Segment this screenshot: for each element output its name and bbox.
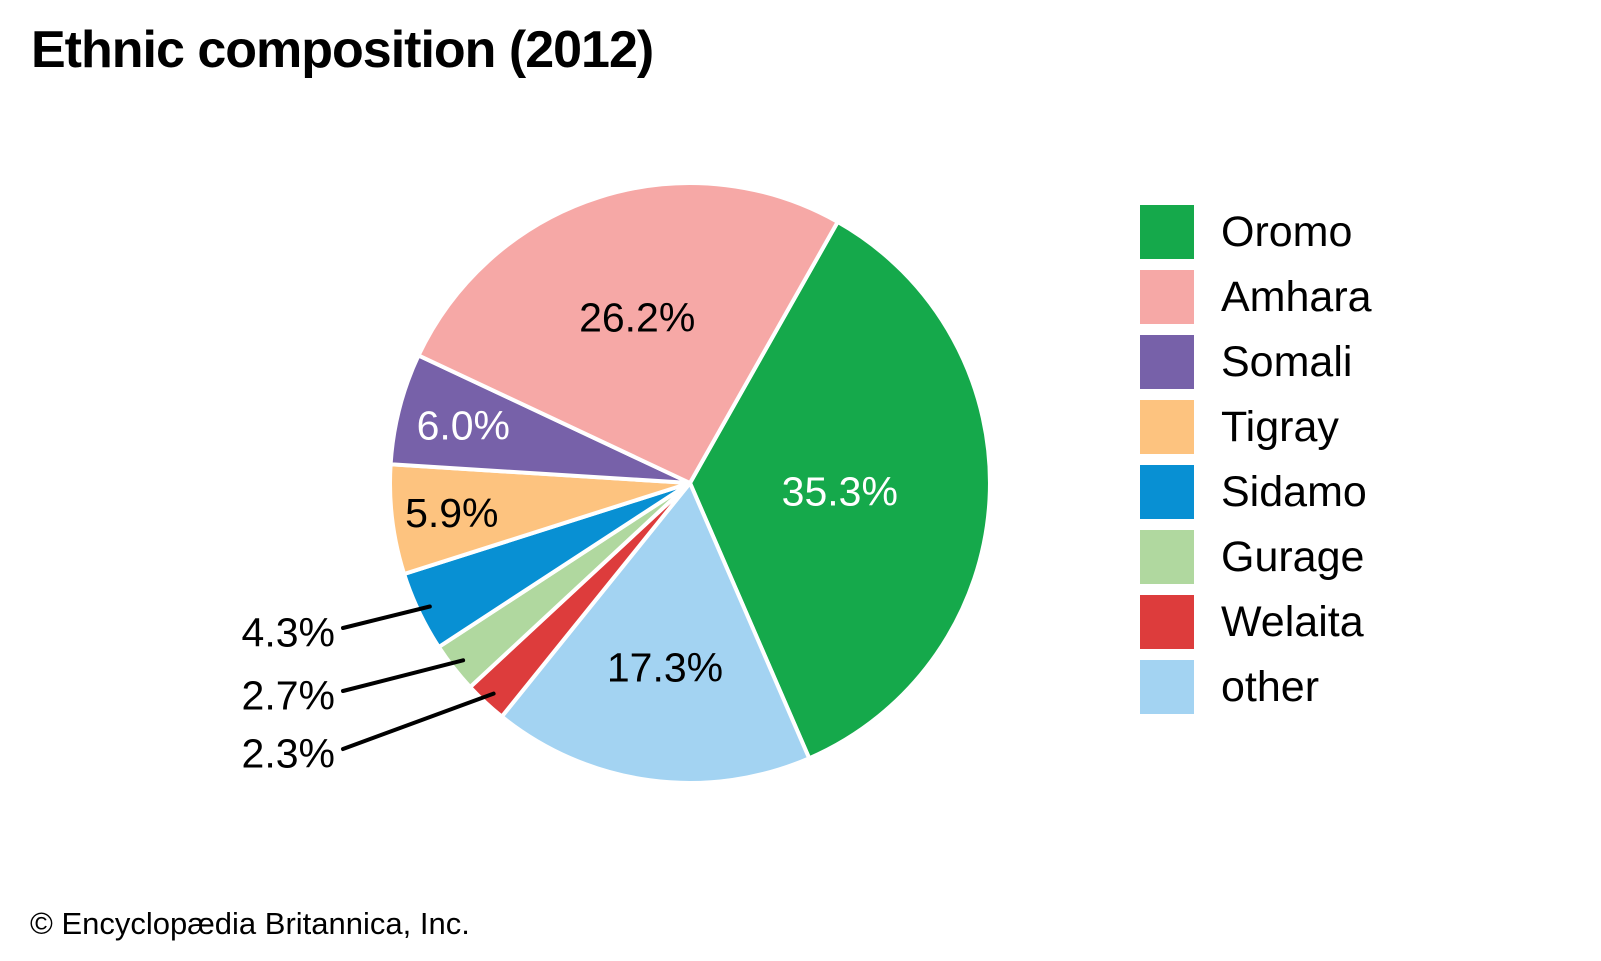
legend-swatch-oromo xyxy=(1140,205,1194,259)
pie-label-tigray: 5.9% xyxy=(405,490,498,536)
legend-item-other: other xyxy=(1140,660,1372,714)
leader-line-gurage xyxy=(341,658,466,693)
legend-swatch-sidamo xyxy=(1140,465,1194,519)
pie-label-somali: 6.0% xyxy=(417,402,510,448)
legend-label: Amhara xyxy=(1221,272,1372,321)
legend-swatch-welaita xyxy=(1140,595,1194,649)
pie-label-amhara: 26.2% xyxy=(579,295,695,341)
legend-item-tigray: Tigray xyxy=(1140,400,1372,454)
pie-label-sidamo: 4.3% xyxy=(242,609,335,655)
pie-slice-amhara xyxy=(416,181,840,485)
legend-label: Somali xyxy=(1221,337,1353,386)
pie-label-gurage: 2.7% xyxy=(242,672,335,718)
legend-item-welaita: Welaita xyxy=(1140,595,1372,649)
pie-slice-oromo xyxy=(688,219,992,761)
pie-slice-other xyxy=(499,481,812,785)
legend-swatch-somali xyxy=(1140,335,1194,389)
legend-item-gurage: Gurage xyxy=(1140,530,1372,584)
legend-swatch-gurage xyxy=(1140,530,1194,584)
legend-item-amhara: Amhara xyxy=(1140,270,1372,324)
copyright-notice: © Encyclopædia Britannica, Inc. xyxy=(30,906,470,941)
legend-swatch-tigray xyxy=(1140,400,1194,454)
legend-item-oromo: Oromo xyxy=(1140,205,1372,259)
legend-swatch-other xyxy=(1140,660,1194,714)
legend-item-somali: Somali xyxy=(1140,335,1372,389)
pie-label-oromo: 35.3% xyxy=(782,468,898,514)
chart-title: Ethnic composition (2012) xyxy=(31,21,654,79)
pie-label-welaita: 2.3% xyxy=(242,730,335,776)
leader-line-welaita xyxy=(341,691,496,751)
legend: Oromo Amhara Somali Tigray Sidamo Gurage Welai… xyxy=(1140,205,1372,725)
legend-label: other xyxy=(1221,662,1320,711)
legend-label: Oromo xyxy=(1221,207,1353,256)
legend-label: Tigray xyxy=(1221,402,1339,451)
pie-label-other: 17.3% xyxy=(607,645,723,691)
legend-item-sidamo: Sidamo xyxy=(1140,465,1372,519)
leader-line-sidamo xyxy=(341,604,432,630)
legend-label: Gurage xyxy=(1221,532,1365,581)
legend-swatch-amhara xyxy=(1140,270,1194,324)
legend-label: Sidamo xyxy=(1221,467,1367,516)
legend-label: Welaita xyxy=(1221,597,1364,646)
